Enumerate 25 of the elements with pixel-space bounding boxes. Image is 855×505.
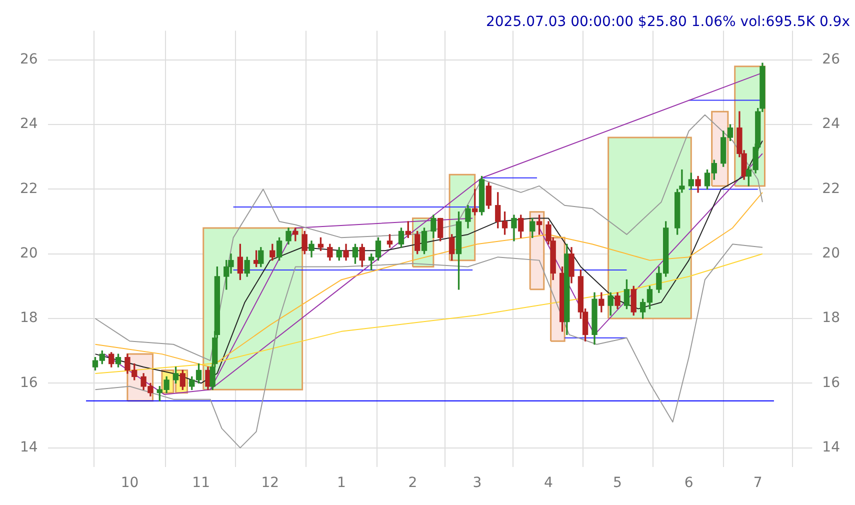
x-tick-label: 1 xyxy=(336,475,346,492)
y2-tick-label: 26 xyxy=(822,52,840,68)
x-tick-label: 3 xyxy=(472,475,482,492)
x-tick-label: 10 xyxy=(120,475,139,492)
x-tick-label: 4 xyxy=(544,475,554,492)
y-tick-label: 26 xyxy=(20,52,38,68)
x-tick-label: 5 xyxy=(613,475,622,492)
x-tick-label: 11 xyxy=(192,475,210,492)
y2-tick-label: 20 xyxy=(822,245,840,262)
chart-title: 2025.07.03 00:00:00 $25.80 1.06% vol:695.5K 0.9x xyxy=(486,14,850,30)
x-tick-label: 12 xyxy=(261,475,280,492)
y2-tick-label: 16 xyxy=(822,374,840,391)
y-tick-label: 16 xyxy=(20,374,38,391)
y-tick-label: 20 xyxy=(20,245,38,262)
y-tick-label: 22 xyxy=(20,180,38,197)
x-tick-label: 7 xyxy=(753,475,762,492)
y2-tick-label: 24 xyxy=(822,116,840,132)
x-tick-label: 2 xyxy=(408,475,418,492)
y2-tick-label: 18 xyxy=(822,310,840,326)
y2-tick-label: 22 xyxy=(822,180,840,197)
x-tick-label: 6 xyxy=(684,475,694,492)
y-tick-label: 14 xyxy=(20,439,38,456)
y-tick-label: 18 xyxy=(20,310,38,326)
y-tick-label: 24 xyxy=(20,116,38,132)
y2-tick-label: 14 xyxy=(822,439,840,456)
